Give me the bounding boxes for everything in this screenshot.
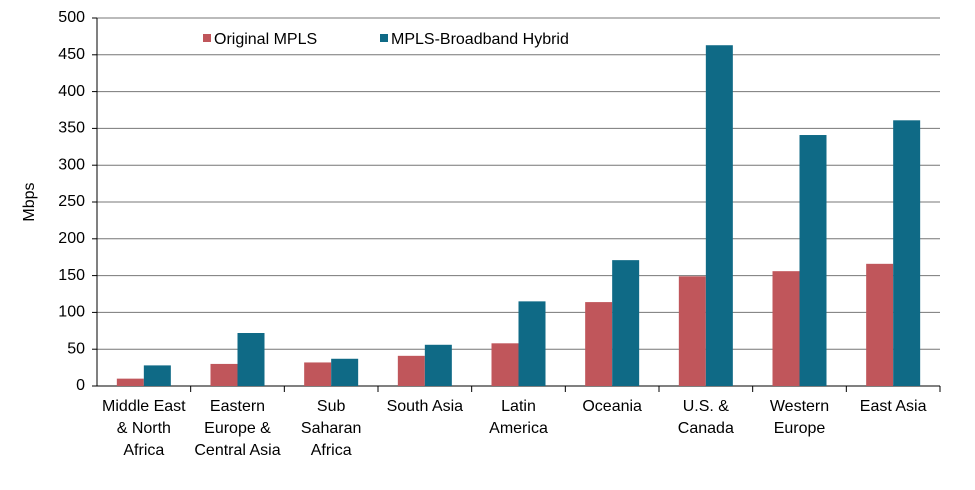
- y-tick-label: 450: [58, 46, 85, 63]
- bar: [678, 276, 706, 386]
- bar: [397, 355, 425, 386]
- legend-swatch: [203, 34, 211, 42]
- x-tick-label: Western Europe: [769, 398, 830, 437]
- bar: [893, 120, 921, 386]
- x-tick-label: U.S. & Canada: [677, 398, 734, 437]
- bar: [518, 301, 546, 386]
- y-tick-label: 150: [58, 267, 85, 284]
- x-tick-label: Eastern Europe & Central Asia: [194, 398, 281, 459]
- bar: [491, 343, 519, 386]
- y-tick-label: 100: [58, 304, 85, 321]
- bar: [799, 135, 827, 386]
- y-tick-label: 500: [58, 9, 85, 26]
- legend-swatch: [380, 34, 388, 42]
- y-tick-label: 300: [58, 156, 85, 173]
- x-tick-label: Middle East & North Africa: [102, 398, 186, 459]
- y-tick-label: 50: [67, 340, 85, 357]
- x-tick-label: Sub Saharan Africa: [300, 398, 362, 459]
- bar: [331, 358, 359, 386]
- x-tick-label: South Asia: [386, 398, 464, 415]
- legend-label: MPLS-Broadband Hybrid: [391, 31, 569, 48]
- bar: [772, 271, 800, 386]
- bar: [210, 363, 238, 386]
- bar: [237, 333, 265, 386]
- bar: [143, 365, 171, 386]
- x-tick-label: Oceania: [582, 398, 642, 415]
- x-tick-label: Latin America: [489, 398, 548, 437]
- bar: [585, 302, 613, 386]
- bar: [116, 378, 144, 386]
- y-tick-label: 250: [58, 193, 85, 210]
- legend-label: Original MPLS: [214, 31, 317, 48]
- y-tick-label: 200: [58, 230, 85, 247]
- bar: [304, 362, 332, 386]
- bar: [424, 344, 452, 386]
- bar: [705, 45, 733, 387]
- bar: [612, 260, 640, 386]
- y-tick-label: 0: [76, 377, 85, 394]
- x-tick-label: East Asia: [859, 398, 927, 415]
- y-tick-label: 400: [58, 83, 85, 100]
- bar: [866, 263, 894, 386]
- y-tick-label: 350: [58, 120, 85, 137]
- y-axis-title: Mbps: [21, 182, 38, 221]
